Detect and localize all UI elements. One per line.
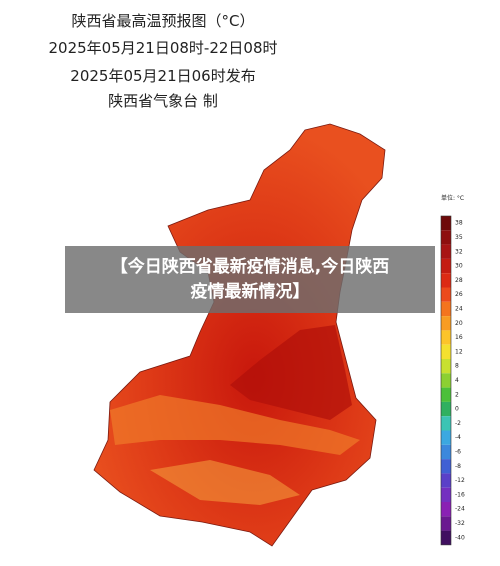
legend-label: 0: [455, 406, 459, 413]
map-period: 2025年05月21日08时-22日08时: [48, 39, 277, 57]
legend-label: 16: [455, 334, 463, 341]
legend-swatch: [441, 344, 451, 359]
legend-label: -32: [455, 520, 465, 527]
legend-label: 4: [455, 377, 459, 384]
legend-swatch: [441, 459, 451, 474]
legend-unit: 单位: °C: [441, 194, 464, 202]
cool-band: [110, 395, 360, 455]
overlay-banner: 【今日陕西省最新疫情消息,今日陕西 疫情最新情况】: [65, 246, 435, 313]
legend-label: -16: [455, 491, 465, 498]
legend-frame: [440, 215, 452, 546]
legend-label: -8: [455, 463, 461, 470]
legend-label: 12: [455, 348, 463, 355]
legend-label: 28: [455, 277, 463, 284]
legend-swatch: [441, 530, 451, 545]
cool-band: [150, 460, 300, 505]
legend-swatch: [441, 258, 451, 274]
legend-swatch: [441, 401, 451, 417]
legend-swatch: [441, 444, 451, 460]
legend-label: 20: [455, 320, 463, 327]
legend-label: 32: [455, 248, 463, 255]
overlay-line: 【今日陕西省最新疫情消息,今日陕西: [110, 257, 390, 277]
legend-label: 24: [455, 305, 463, 312]
legend-swatch: [441, 216, 451, 231]
legend-swatch: [441, 473, 451, 488]
legend-label: 30: [455, 263, 463, 270]
legend-swatch: [441, 430, 451, 445]
hot-zone: [230, 325, 352, 420]
legend-swatch: [441, 330, 451, 345]
legend-swatch: [441, 230, 451, 245]
legend-swatch: [441, 416, 451, 431]
legend-label: 26: [455, 291, 463, 298]
legend-swatch: [441, 387, 451, 402]
map-issued: 2025年05月21日06时发布: [70, 67, 255, 85]
legend-swatch: [441, 487, 451, 502]
legend-label: -2: [455, 420, 461, 427]
legend-swatch: [441, 273, 451, 288]
legend-swatch: [441, 244, 451, 259]
legend-label: -6: [455, 448, 461, 455]
overlay-line: 疫情最新情况】: [190, 282, 310, 302]
legend-swatch: [441, 502, 451, 517]
legend-label: -12: [455, 477, 465, 484]
legend-label: 35: [455, 234, 463, 241]
legend-swatch: [441, 516, 451, 531]
legend-label: 38: [455, 220, 463, 227]
legend-label: -24: [455, 506, 465, 513]
legend-swatch: [441, 287, 451, 302]
legend-label: 2: [455, 391, 459, 398]
legend-label: 8: [455, 363, 459, 370]
map-title: 陕西省最高温预报图（°C）: [72, 12, 255, 30]
legend-label: -40: [455, 534, 465, 541]
legend-label: -4: [455, 434, 461, 441]
legend-swatch: [441, 359, 451, 374]
legend-swatch: [441, 316, 451, 331]
legend-swatch: [441, 301, 451, 317]
legend-swatch: [441, 373, 451, 388]
map-issuer: 陕西省气象台 制: [108, 92, 218, 110]
